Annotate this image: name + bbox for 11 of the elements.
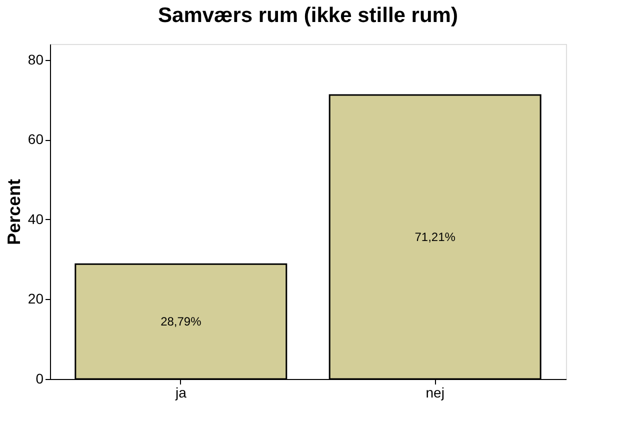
chart-title: Samværs rum (ikke stille rum) — [158, 4, 458, 27]
y-tick-label: 20 — [28, 290, 44, 307]
y-axis-title: Percent — [4, 178, 24, 246]
y-tick-label: 0 — [36, 370, 44, 386]
y-tick-label: 80 — [28, 51, 44, 68]
data-label: 71,21% — [414, 230, 456, 244]
x-tick-label: nej — [426, 384, 444, 400]
y-tick-label: 60 — [28, 131, 44, 148]
data-label: 28,79% — [160, 314, 202, 329]
y-tick-label: 40 — [28, 210, 44, 227]
x-tick-label: ja — [174, 384, 187, 400]
